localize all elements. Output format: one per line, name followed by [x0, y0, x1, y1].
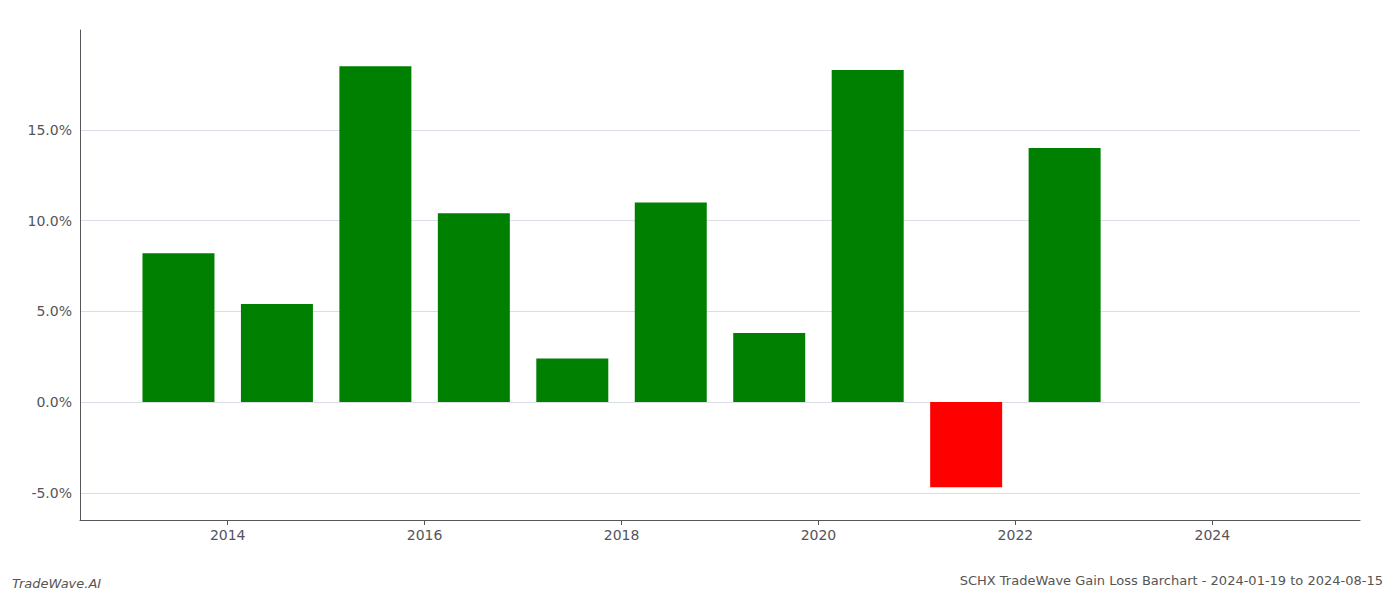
svg-text:-5.0%: -5.0%	[31, 485, 72, 501]
svg-text:SCHX TradeWave Gain Loss Barch: SCHX TradeWave Gain Loss Barchart - 2024…	[960, 573, 1383, 588]
svg-text:5.0%: 5.0%	[36, 303, 72, 319]
svg-text:TradeWave.AI: TradeWave.AI	[12, 576, 101, 591]
svg-text:0.0%: 0.0%	[36, 394, 72, 410]
svg-text:10.0%: 10.0%	[28, 213, 72, 229]
svg-text:2020: 2020	[801, 527, 837, 543]
svg-text:2014: 2014	[210, 527, 246, 543]
svg-text:15.0%: 15.0%	[28, 122, 72, 138]
svg-text:2016: 2016	[407, 527, 443, 543]
svg-text:2018: 2018	[604, 527, 640, 543]
svg-text:2024: 2024	[1194, 527, 1230, 543]
svg-text:2022: 2022	[998, 527, 1034, 543]
